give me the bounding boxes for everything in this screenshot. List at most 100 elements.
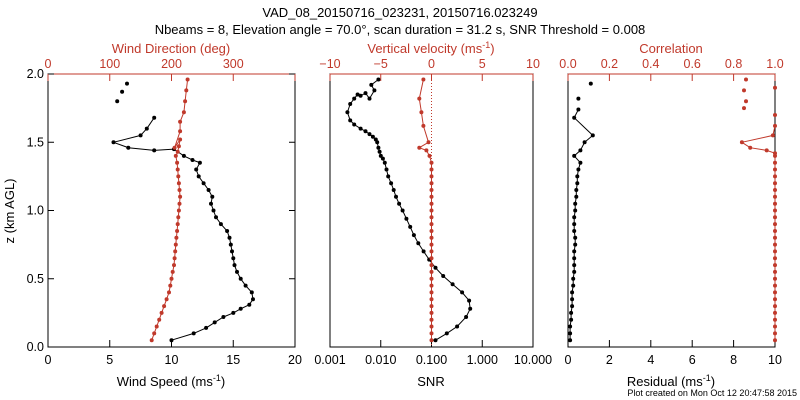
data-point: [176, 144, 181, 149]
data-point: [417, 96, 422, 101]
data-point: [572, 222, 577, 227]
data-point: [177, 188, 182, 192]
data-point: [468, 306, 473, 311]
data-point: [570, 304, 575, 309]
data-point: [376, 77, 381, 82]
data-point: [429, 160, 434, 165]
data-point: [419, 110, 424, 115]
vertical-velocity-label: Vertical velocity (ms-1): [367, 40, 494, 56]
top-tick-label: 0.8: [725, 57, 742, 71]
data-point: [773, 249, 777, 254]
data-point: [111, 140, 116, 145]
data-point: [773, 222, 777, 227]
data-point: [429, 235, 434, 240]
bottom-tick-label: 0.001: [314, 353, 345, 367]
data-point: [578, 148, 583, 153]
data-point: [429, 297, 434, 302]
data-point: [568, 324, 573, 329]
data-point: [773, 235, 777, 240]
data-point: [176, 181, 181, 186]
data-point: [773, 331, 777, 336]
data-point: [588, 81, 593, 86]
data-point: [175, 149, 180, 154]
data-point: [209, 201, 213, 206]
data-point: [169, 276, 174, 281]
bottom-tick-label: 8: [730, 353, 737, 367]
data-point: [773, 229, 777, 233]
data-point: [773, 256, 777, 261]
data-point: [170, 269, 175, 274]
data-point: [576, 96, 581, 101]
data-point: [367, 132, 372, 137]
data-point: [773, 194, 777, 199]
data-point: [176, 215, 181, 220]
data-point: [429, 215, 434, 220]
data-point: [576, 167, 581, 172]
data-point: [221, 315, 226, 319]
data-point: [773, 160, 777, 165]
bottom-tick-label: 6: [689, 353, 696, 367]
data-point: [773, 310, 777, 315]
data-point: [175, 167, 180, 172]
data-point: [157, 317, 162, 322]
data-point: [569, 310, 574, 315]
data-point: [177, 201, 182, 206]
data-point: [582, 140, 587, 145]
top-tick-label: 1.0: [766, 57, 783, 71]
data-point: [184, 88, 189, 93]
panel-snr-vertical-velocity: 0.001 0.010 0.100 1.000 10.000 −10 −5 0 5 10: [314, 57, 552, 367]
data-point: [570, 290, 575, 295]
data-point: [429, 324, 434, 329]
data-point: [572, 153, 577, 158]
bottom-tick-label: 10: [165, 353, 179, 367]
data-point: [345, 110, 350, 115]
data-point: [590, 133, 595, 138]
data-point: [441, 274, 446, 278]
data-point: [125, 81, 129, 86]
data-point: [173, 249, 178, 254]
bottom-tick-label: 15: [226, 353, 240, 367]
data-point: [394, 194, 398, 199]
data-point: [429, 174, 434, 179]
data-point: [183, 99, 188, 104]
data-point: [429, 331, 434, 336]
data-point: [411, 233, 416, 238]
data-point: [427, 153, 432, 158]
data-point: [172, 263, 176, 268]
top-tick-label: 0.2: [601, 57, 618, 71]
data-point: [391, 188, 396, 192]
data-point: [197, 160, 202, 165]
data-point: [742, 88, 746, 93]
data-point: [172, 256, 177, 261]
data-point: [576, 107, 581, 112]
series-line: [740, 125, 776, 341]
data-point: [773, 201, 777, 206]
data-point: [159, 310, 164, 315]
data-point: [149, 338, 154, 343]
bottom-tick-label: 4: [647, 353, 654, 367]
data-point: [421, 123, 426, 128]
data-point: [773, 181, 777, 186]
data-point: [235, 269, 239, 274]
data-point: [429, 263, 434, 268]
title-line-2: Nbeams = 8, Elevation angle = 70.0°, sca…: [155, 22, 646, 37]
data-point: [377, 149, 382, 154]
y-tick-label: 0.0: [27, 340, 44, 354]
data-point: [363, 129, 368, 134]
data-point: [152, 331, 157, 336]
data-point: [573, 201, 578, 206]
bottom-tick-label: 0: [45, 353, 52, 367]
data-point: [773, 290, 777, 295]
data-point: [421, 249, 426, 254]
data-point: [247, 302, 252, 307]
series-line: [151, 79, 189, 341]
correlation-label: Correlation: [639, 41, 703, 56]
data-point: [218, 222, 223, 227]
data-point: [372, 88, 377, 93]
data-point: [228, 242, 233, 247]
data-point: [227, 235, 232, 240]
data-point: [370, 134, 375, 139]
bottom-tick-label: 2: [606, 353, 613, 367]
data-point: [455, 324, 460, 329]
data-point: [572, 215, 577, 220]
